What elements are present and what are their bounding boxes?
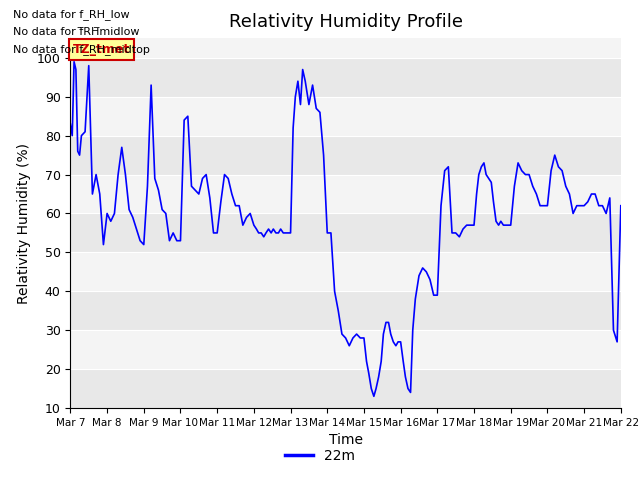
Text: No data for f_RH_midtop: No data for f_RH_midtop (13, 44, 150, 55)
Bar (70, 38, 621, 58)
Bar (70, 214, 621, 252)
Bar (70, 97, 621, 136)
Text: No data for f̅RH̅midlow: No data for f̅RH̅midlow (13, 26, 140, 36)
Text: No data for f_RH_low: No data for f_RH_low (13, 9, 129, 20)
Bar (70, 175, 621, 214)
Bar (70, 369, 621, 408)
Bar (70, 58, 621, 97)
Bar (70, 136, 621, 175)
Legend: 22m: 22m (280, 443, 360, 468)
X-axis label: Time: Time (328, 433, 363, 447)
Title: Relativity Humidity Profile: Relativity Humidity Profile (228, 13, 463, 31)
Bar (70, 330, 621, 369)
Bar (70, 291, 621, 330)
Text: TZ_tmet: TZ_tmet (73, 43, 131, 56)
Bar (70, 252, 621, 291)
Y-axis label: Relativity Humidity (%): Relativity Humidity (%) (17, 143, 31, 304)
